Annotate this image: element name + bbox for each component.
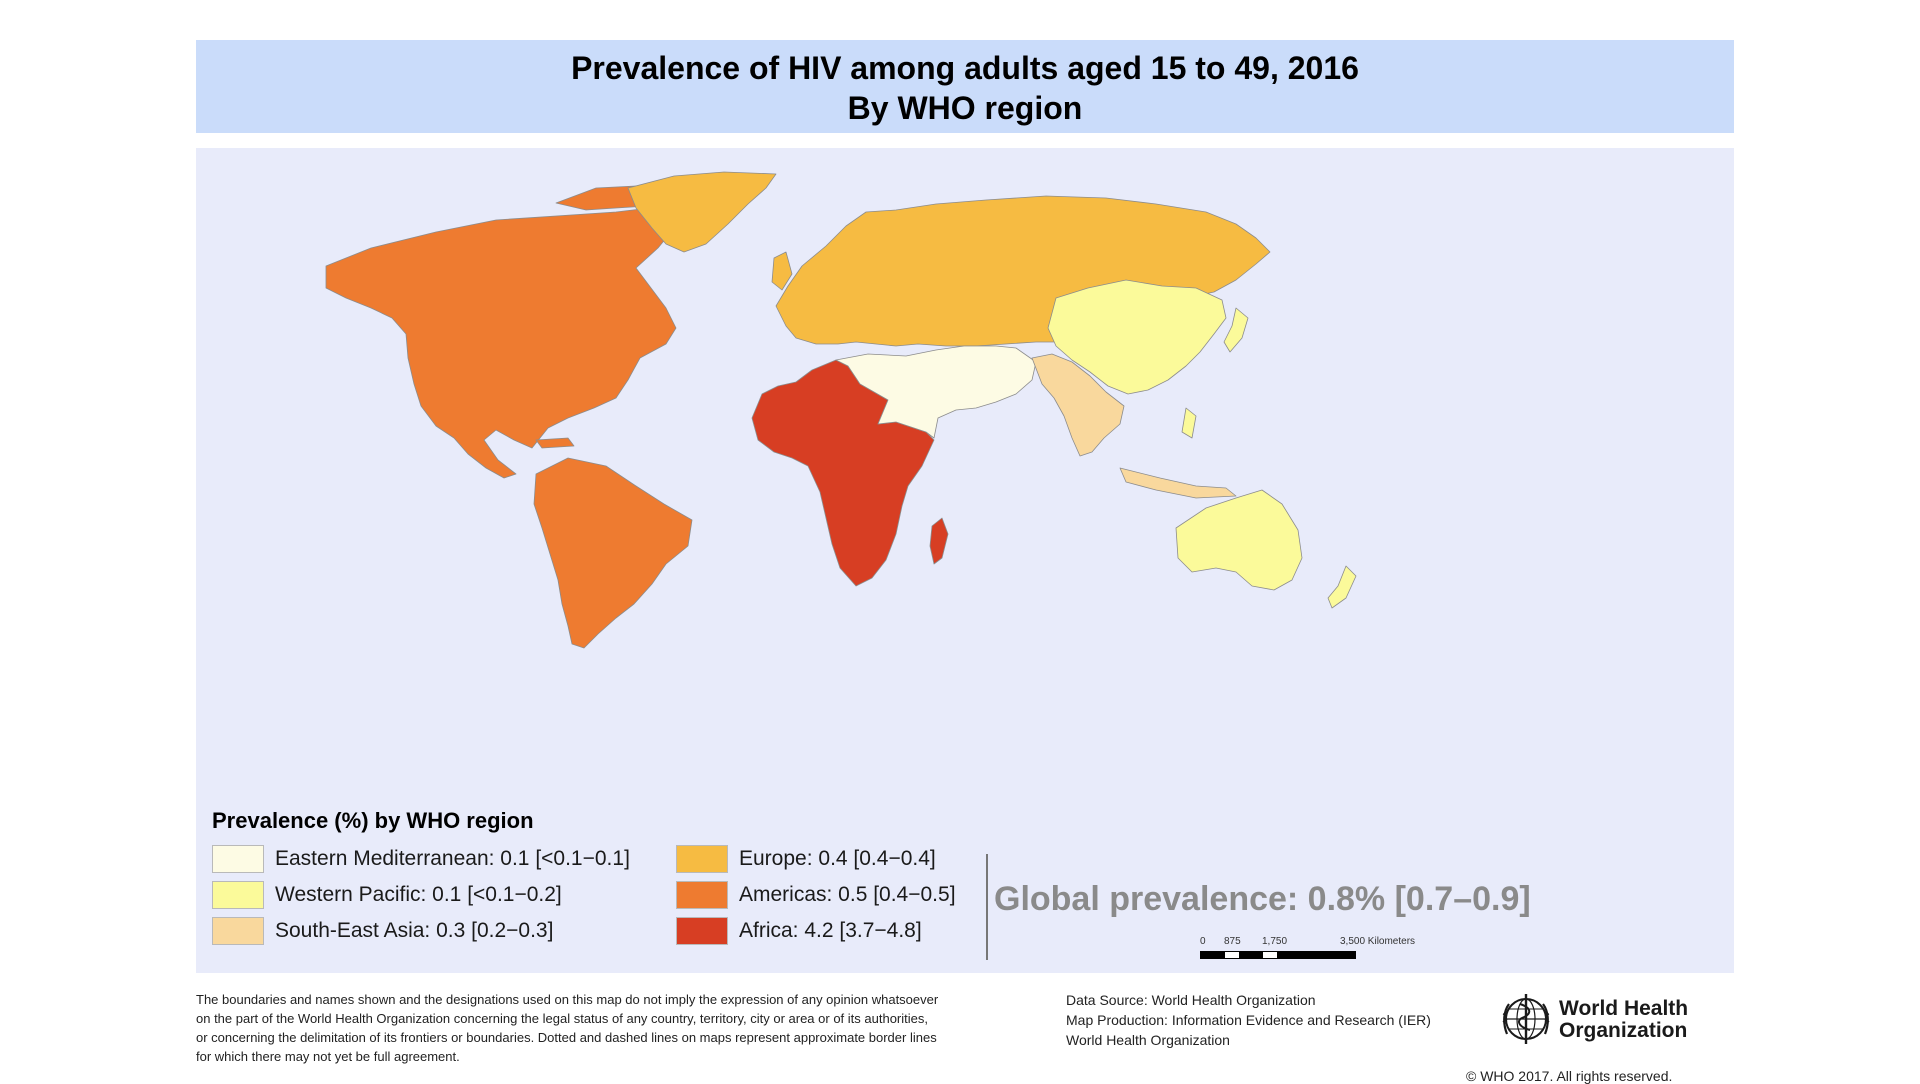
region-americas-north — [325, 205, 677, 479]
disclaimer-line: or concerning the delimitation of its fr… — [196, 1030, 937, 1045]
region-south-east-asia — [1031, 353, 1125, 457]
region-western-pacific-japan — [1223, 307, 1249, 353]
region-western-pacific-china — [1047, 279, 1227, 395]
legend-item-africa: Africa: 4.2 [3.7−4.8] — [676, 917, 922, 945]
map-subtitle: By WHO region — [847, 90, 1083, 126]
legend-divider — [986, 854, 988, 960]
who-emblem-icon — [1502, 994, 1550, 1044]
source-line: Data Source: World Health Organization — [1066, 992, 1316, 1008]
map-title-band: Prevalence of HIV among adults aged 15 t… — [196, 40, 1734, 133]
map-title: Prevalence of HIV among adults aged 15 t… — [571, 50, 1359, 86]
disclaimer: The boundaries and names shown and the d… — [196, 990, 1016, 1066]
legend-label: Western Pacific: 0.1 [<0.1−0.2] — [275, 883, 562, 906]
who-name-line: World Health — [1559, 997, 1689, 1020]
region-south-east-asia-indonesia — [1119, 467, 1237, 499]
legend-label: South-East Asia: 0.3 [0.2−0.3] — [275, 919, 554, 942]
region-eastern-mediterranean — [835, 345, 1037, 439]
legend-swatch — [212, 917, 264, 945]
scale-label-0: 0 — [1200, 936, 1206, 947]
legend-item-eastern-mediterranean: Eastern Mediterranean: 0.1 [<0.1−0.1] — [212, 845, 630, 873]
legend-title: Prevalence (%) by WHO region — [212, 808, 534, 833]
region-western-pacific-philippines — [1181, 407, 1197, 439]
disclaimer-line: on the part of the World Health Organiza… — [196, 1011, 928, 1026]
legend-label: Eastern Mediterranean: 0.1 [<0.1−0.1] — [275, 847, 630, 870]
who-logo: World Health Organization — [1497, 990, 1697, 1050]
legend-swatch — [676, 917, 728, 945]
legend-item-south-east-asia: South-East Asia: 0.3 [0.2−0.3] — [212, 917, 553, 945]
scale-label-1750: 1,750 — [1262, 936, 1288, 947]
region-western-pacific-new-zealand — [1327, 565, 1357, 609]
who-wordmark: World Health Organization — [1559, 998, 1688, 1042]
who-name-line: Organization — [1559, 1019, 1688, 1042]
legend-item-europe: Europe: 0.4 [0.4−0.4] — [676, 845, 936, 873]
legend-swatch — [676, 845, 728, 873]
disclaimer-line: for which there may not yet be full agre… — [196, 1049, 460, 1064]
region-europe-uk — [771, 251, 793, 291]
scale-label-3500: 3,500 Kilometers — [1340, 936, 1416, 947]
legend-swatch — [212, 881, 264, 909]
data-source: Data Source: World Health Organization M… — [1066, 990, 1486, 1050]
copyright: © WHO 2017. All rights reserved. — [1466, 1068, 1673, 1084]
region-africa-madagascar — [929, 517, 949, 565]
world-map — [325, 171, 1357, 649]
scale-bar-graphic — [1200, 951, 1356, 959]
map-panel: Prevalence (%) by WHO region Eastern Med… — [196, 148, 1734, 973]
region-americas-caribbean — [535, 437, 575, 449]
legend-item-americas: Americas: 0.5 [0.4−0.5] — [676, 881, 956, 909]
region-western-pacific-australia — [1175, 489, 1303, 591]
global-prevalence: Global prevalence: 0.8% [0.7–0.9] — [994, 880, 1531, 918]
legend-label: Africa: 4.2 [3.7−4.8] — [739, 919, 922, 942]
legend-label: Americas: 0.5 [0.4−0.5] — [739, 883, 956, 906]
disclaimer-line: The boundaries and names shown and the d… — [196, 992, 939, 1007]
scale-label-875: 875 — [1224, 936, 1241, 947]
region-americas-south — [533, 457, 693, 649]
scale-bar: 0 875 1,750 3,500 Kilometers — [1200, 936, 1415, 973]
source-line: World Health Organization — [1066, 1032, 1230, 1048]
legend-swatch — [212, 845, 264, 873]
legend-label: Europe: 0.4 [0.4−0.4] — [739, 847, 936, 870]
source-line: Map Production: Information Evidence and… — [1066, 1012, 1431, 1028]
region-europe-greenland — [627, 171, 777, 253]
legend-item-western-pacific: Western Pacific: 0.1 [<0.1−0.2] — [212, 881, 562, 909]
legend-swatch — [676, 881, 728, 909]
